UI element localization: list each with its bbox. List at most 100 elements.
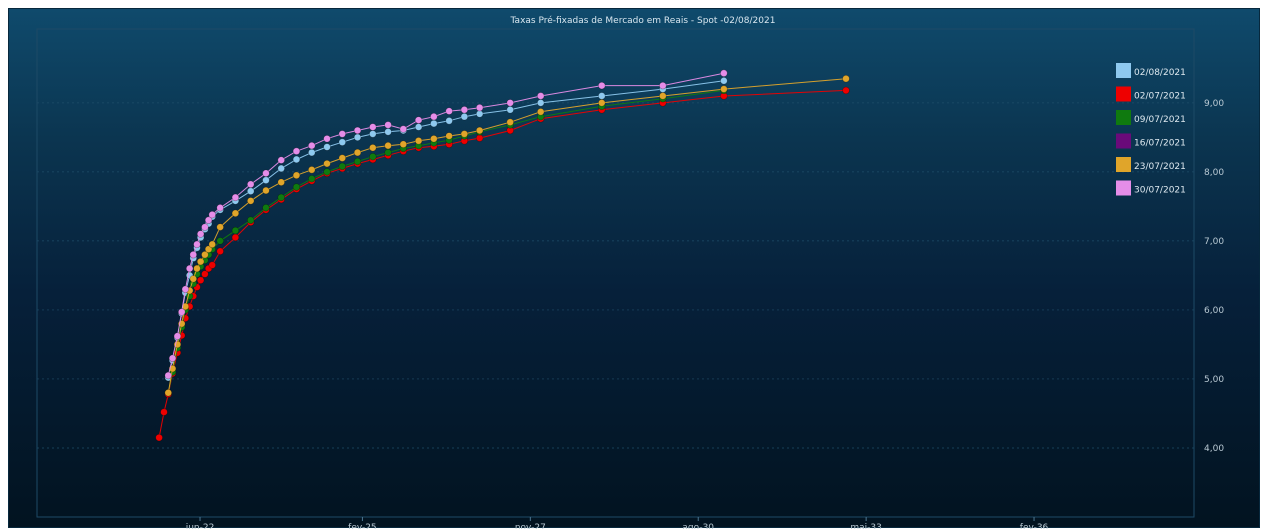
data-point: [369, 123, 377, 131]
data-point: [338, 154, 346, 162]
data-point: [445, 107, 453, 115]
data-point: [181, 285, 190, 293]
data-point: [384, 141, 392, 150]
data-point: [323, 143, 331, 151]
data-point: [277, 164, 285, 173]
line-chart: Taxas Pré-fixadas de Mercado em Reais - …: [36, 15, 1224, 529]
data-point: [201, 223, 209, 231]
legend-swatch: [1116, 86, 1131, 102]
data-point: [720, 85, 728, 93]
data-point: [598, 81, 606, 90]
data-point: [506, 118, 514, 126]
chart-frame: Taxas Pré-fixadas de Mercado em Reais - …: [8, 8, 1260, 529]
data-point: [231, 226, 240, 235]
data-point: [231, 233, 240, 242]
axes: 4,00 5,00 6,00 7,00 8,00 9,00 jun-22 fev-25 nov-…: [36, 28, 1224, 529]
data-point: [842, 86, 850, 95]
legend-entry-label: 16/07/2021: [1134, 139, 1186, 149]
legend: 02/08/2021 02/07/2021 09/07/2021 16/07/2021…: [1116, 63, 1186, 196]
data-point: [460, 106, 469, 114]
legend-swatch: [1116, 63, 1131, 78]
data-point: [173, 332, 182, 340]
data-point: [720, 69, 728, 77]
data-point: [246, 187, 255, 195]
data-point: [353, 148, 362, 157]
data-point: [460, 130, 469, 138]
data-point: [185, 264, 194, 273]
data-point: [598, 92, 606, 100]
x-tick-label: nov-27: [515, 523, 546, 529]
series-3: [164, 86, 728, 397]
data-point: [475, 103, 484, 112]
data-point: [323, 135, 331, 143]
series-6: [164, 69, 728, 380]
legend-swatch: [1116, 110, 1131, 125]
data-point: [204, 216, 213, 224]
data-point: [193, 264, 201, 273]
data-point: [201, 270, 209, 278]
data-point: [475, 126, 484, 135]
data-point: [475, 134, 484, 142]
data-point: [369, 130, 377, 138]
data-point: [308, 166, 316, 174]
data-point: [445, 117, 453, 125]
data-point: [460, 112, 469, 121]
data-point: [292, 147, 301, 155]
series-line: [167, 80, 724, 378]
data-point: [292, 171, 301, 180]
data-point: [160, 408, 168, 416]
legend-swatch: [1116, 180, 1131, 196]
data-point: [189, 275, 198, 283]
data-point: [414, 137, 423, 145]
data-point: [262, 204, 270, 212]
data-point: [399, 140, 408, 148]
data-point: [178, 308, 186, 316]
legend-entry-label: 30/07/2021: [1134, 186, 1186, 196]
data-point: [369, 144, 377, 152]
data-point: [537, 99, 545, 107]
data-point: [720, 77, 728, 85]
data-point: [164, 389, 172, 397]
data-point: [659, 81, 667, 90]
series-1: [164, 77, 728, 382]
data-point: [208, 261, 216, 269]
y-tick-label: 4,00: [1204, 444, 1224, 454]
y-tick-label: 9,00: [1204, 99, 1224, 109]
data-point: [246, 216, 255, 224]
data-point: [231, 193, 240, 202]
legend-entry-label: 02/08/2021: [1134, 68, 1186, 78]
data-point: [216, 237, 224, 245]
y-tick-label: 6,00: [1204, 306, 1224, 316]
data-point: [292, 183, 301, 191]
data-point: [262, 186, 270, 195]
data-point: [193, 240, 201, 249]
data-point: [842, 74, 850, 83]
y-tick-label: 7,00: [1204, 237, 1224, 247]
data-point: [308, 141, 316, 150]
data-point: [181, 302, 190, 311]
legend-entry-label: 02/07/2021: [1134, 92, 1186, 102]
legend-swatch: [1116, 157, 1131, 172]
data-point: [323, 168, 331, 176]
data-point: [323, 159, 331, 168]
data-point: [246, 180, 255, 189]
data-point: [196, 230, 205, 238]
data-point: [353, 126, 362, 135]
data-point: [537, 108, 545, 116]
data-point: [659, 92, 667, 100]
data-point: [308, 148, 316, 157]
data-point: [537, 92, 545, 100]
data-point: [277, 156, 285, 164]
data-point: [189, 251, 198, 259]
data-point: [353, 157, 362, 166]
x-tick-label: mai-33: [850, 523, 881, 529]
data-point: [155, 433, 163, 442]
series-line: [158, 89, 847, 438]
data-point: [196, 276, 205, 284]
data-point: [399, 125, 408, 133]
data-point: [506, 106, 514, 114]
data-point: [384, 148, 392, 157]
data-point: [430, 112, 438, 121]
data-point: [338, 162, 346, 171]
legend-swatch: [1116, 133, 1131, 149]
